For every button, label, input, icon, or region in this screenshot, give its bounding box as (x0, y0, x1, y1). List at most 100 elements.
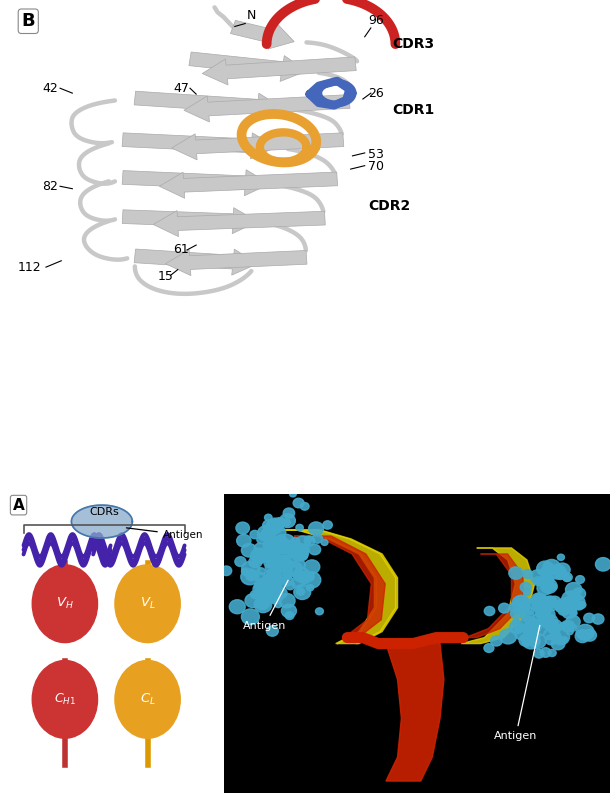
Ellipse shape (274, 517, 286, 528)
Ellipse shape (304, 559, 320, 574)
Ellipse shape (283, 570, 293, 579)
Ellipse shape (523, 603, 530, 610)
Polygon shape (122, 208, 257, 234)
Ellipse shape (527, 622, 540, 634)
Ellipse shape (293, 498, 304, 508)
Text: 15: 15 (158, 270, 173, 284)
Ellipse shape (250, 591, 259, 599)
Ellipse shape (537, 561, 554, 576)
Ellipse shape (277, 534, 295, 550)
Ellipse shape (32, 661, 97, 738)
Ellipse shape (276, 535, 286, 544)
Ellipse shape (266, 581, 278, 591)
Ellipse shape (293, 567, 310, 582)
Ellipse shape (286, 561, 302, 576)
Ellipse shape (296, 551, 308, 560)
Ellipse shape (547, 623, 560, 634)
Ellipse shape (541, 579, 557, 593)
Ellipse shape (281, 604, 297, 618)
Polygon shape (72, 505, 132, 538)
Ellipse shape (574, 602, 584, 610)
Text: 26: 26 (368, 87, 384, 100)
Ellipse shape (267, 575, 285, 591)
Ellipse shape (540, 648, 551, 658)
Ellipse shape (551, 638, 565, 650)
Ellipse shape (539, 575, 554, 587)
Ellipse shape (257, 536, 266, 544)
Ellipse shape (269, 557, 287, 573)
Ellipse shape (32, 565, 97, 642)
Text: CDRs: CDRs (89, 507, 119, 517)
Ellipse shape (296, 524, 303, 531)
Ellipse shape (270, 525, 280, 534)
Ellipse shape (256, 548, 268, 559)
Ellipse shape (519, 634, 533, 646)
Ellipse shape (270, 577, 283, 588)
Ellipse shape (525, 618, 542, 633)
Ellipse shape (541, 597, 558, 611)
Ellipse shape (254, 579, 269, 592)
Ellipse shape (563, 575, 571, 582)
Ellipse shape (498, 603, 510, 613)
Ellipse shape (531, 593, 547, 607)
Ellipse shape (528, 597, 543, 611)
Text: Antigen: Antigen (126, 528, 204, 540)
Ellipse shape (547, 619, 562, 633)
Ellipse shape (246, 571, 256, 581)
Ellipse shape (576, 575, 584, 583)
Ellipse shape (254, 572, 265, 582)
Ellipse shape (520, 610, 534, 622)
Ellipse shape (267, 559, 277, 567)
Ellipse shape (253, 581, 271, 598)
Ellipse shape (242, 568, 249, 575)
Ellipse shape (557, 554, 565, 560)
Text: 96: 96 (368, 14, 384, 27)
Ellipse shape (551, 632, 561, 640)
Ellipse shape (541, 566, 554, 576)
Ellipse shape (254, 543, 266, 553)
Ellipse shape (256, 592, 263, 598)
Ellipse shape (547, 596, 557, 605)
Ellipse shape (530, 570, 546, 583)
Ellipse shape (267, 589, 283, 603)
Polygon shape (153, 210, 326, 237)
Ellipse shape (265, 561, 281, 575)
Ellipse shape (254, 597, 272, 613)
Ellipse shape (280, 559, 294, 571)
Ellipse shape (245, 594, 261, 607)
Ellipse shape (568, 624, 576, 631)
Ellipse shape (535, 607, 548, 618)
Ellipse shape (543, 559, 560, 575)
Ellipse shape (264, 559, 275, 567)
Ellipse shape (289, 491, 296, 497)
Ellipse shape (534, 593, 543, 601)
Ellipse shape (536, 605, 550, 618)
Ellipse shape (522, 633, 540, 649)
Ellipse shape (257, 567, 265, 575)
Ellipse shape (265, 573, 276, 583)
Ellipse shape (533, 603, 541, 611)
Ellipse shape (560, 622, 568, 630)
Ellipse shape (299, 544, 309, 554)
Ellipse shape (521, 616, 533, 626)
Ellipse shape (261, 528, 274, 540)
Ellipse shape (280, 514, 295, 528)
Ellipse shape (297, 571, 311, 583)
Ellipse shape (267, 518, 283, 532)
Ellipse shape (534, 649, 544, 658)
Ellipse shape (522, 570, 533, 579)
Ellipse shape (533, 577, 543, 586)
Ellipse shape (263, 520, 275, 531)
Ellipse shape (242, 561, 260, 577)
Ellipse shape (515, 625, 523, 632)
Ellipse shape (549, 596, 561, 607)
Ellipse shape (537, 581, 553, 595)
Ellipse shape (283, 508, 295, 518)
Ellipse shape (529, 631, 538, 639)
Text: A: A (13, 497, 25, 512)
Ellipse shape (221, 566, 232, 575)
Ellipse shape (515, 595, 528, 607)
Polygon shape (461, 548, 535, 644)
Ellipse shape (295, 536, 310, 549)
Ellipse shape (323, 520, 332, 529)
